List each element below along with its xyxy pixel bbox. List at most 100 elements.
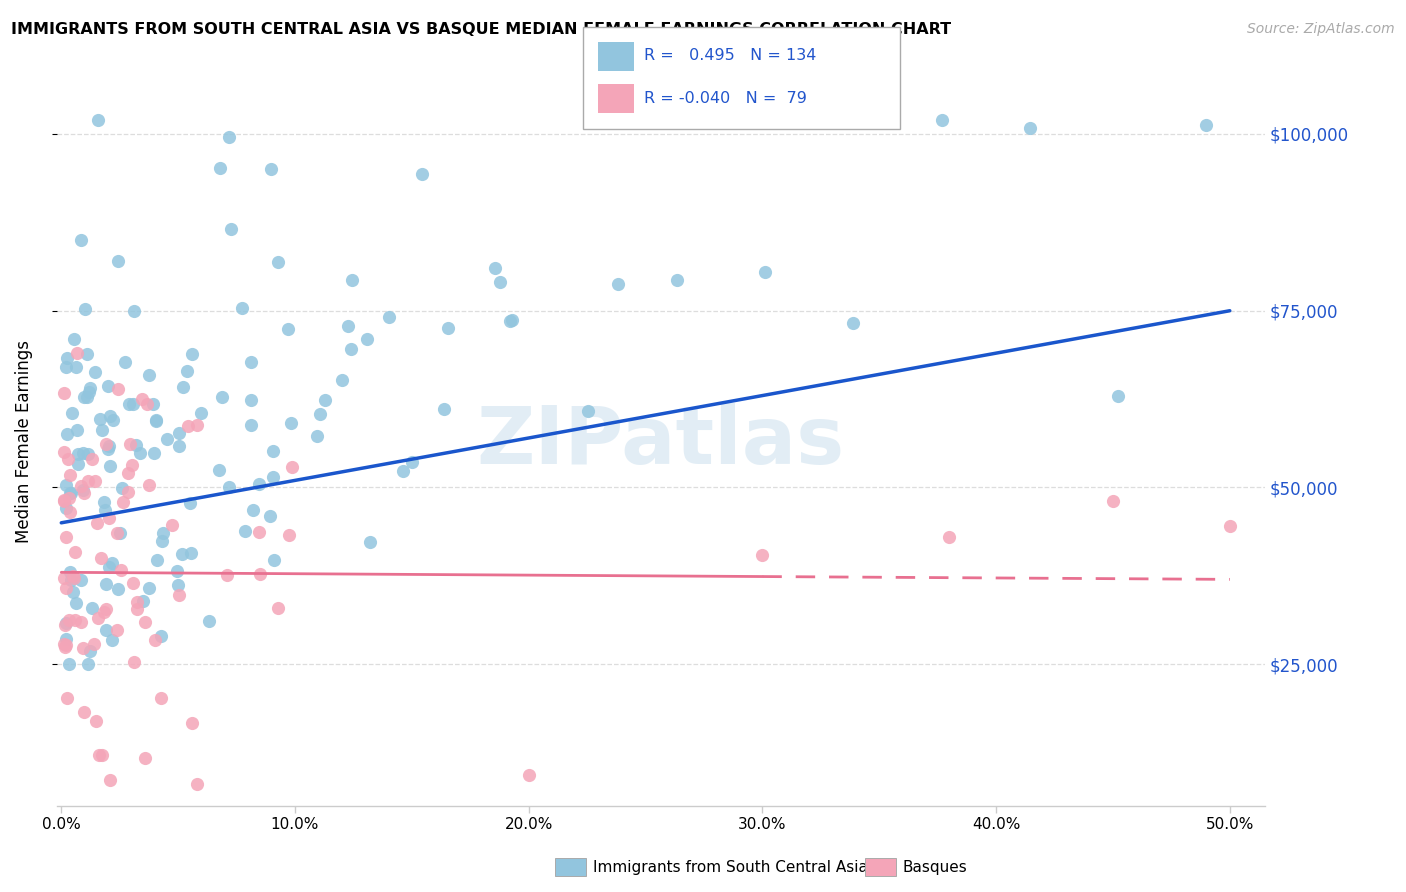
Point [65,359,87,374]
Point [58,451,80,466]
Point [239,417,262,432]
Point [142,397,165,411]
Point [93,605,115,619]
Point [281,459,304,474]
Point [180,546,202,560]
Point [97,379,120,393]
Point [186,777,208,791]
Point [145,414,167,428]
Point [52,444,75,458]
Point [1102,494,1125,508]
Point [231,301,253,315]
Point [240,393,263,408]
Point [65,345,87,359]
Point [105,526,128,541]
Point [181,716,204,731]
Point [125,595,148,609]
Point [55,500,77,515]
Point [278,528,301,542]
Point [190,406,212,420]
Point [97,442,120,456]
Point [89,748,111,763]
Point [55,638,77,652]
Point [72,483,94,497]
Point [156,432,179,446]
Point [76,390,98,404]
Point [134,751,156,765]
Point [1018,121,1040,136]
Point [60,486,83,500]
Point [56,426,79,441]
Point [52,386,75,401]
Point [86,516,108,530]
Point [79,385,101,400]
Point [401,455,423,469]
Point [75,302,97,317]
Point [267,601,290,615]
Point [63,332,86,346]
Point [517,768,540,782]
Point [73,705,96,719]
Point [53,640,76,654]
Point [186,417,208,432]
Point [76,447,98,461]
Point [101,633,124,648]
Point [62,571,84,585]
Point [146,553,169,567]
Point [607,277,630,291]
Point [211,390,233,404]
Point [342,273,364,287]
Point [432,402,454,417]
Point [125,601,148,615]
Point [754,265,776,279]
Point [117,485,139,500]
Text: IMMIGRANTS FROM SOUTH CENTRAL ASIA VS BASQUE MEDIAN FEMALE EARNINGS CORRELATION : IMMIGRANTS FROM SOUTH CENTRAL ASIA VS BA… [11,22,952,37]
Point [66,457,89,471]
Point [842,316,865,330]
Point [128,446,150,460]
Text: R =   0.495   N = 134: R = 0.495 N = 134 [644,48,817,62]
Point [169,439,191,453]
Point [94,623,117,637]
Point [280,416,302,430]
Point [100,458,122,473]
Point [138,368,160,383]
Text: Source: ZipAtlas.com: Source: ZipAtlas.com [1247,22,1395,37]
Point [134,615,156,630]
Point [107,254,129,268]
Point [247,525,270,540]
Point [122,655,145,669]
Point [63,614,86,628]
Point [60,573,83,587]
Point [501,313,523,327]
Point [391,464,413,478]
Point [58,491,80,505]
Point [70,615,93,629]
Point [114,355,136,369]
Point [356,333,378,347]
Point [97,510,120,524]
Point [98,409,121,424]
Point [150,534,173,549]
Point [122,397,145,411]
Point [55,632,77,646]
Point [93,495,115,509]
Point [82,451,104,466]
Point [105,623,128,637]
Point [125,438,148,452]
Point [176,364,198,378]
Point [52,492,75,507]
Point [87,611,110,625]
Point [198,615,221,629]
Point [79,381,101,395]
Point [107,582,129,597]
Point [170,547,193,561]
Point [305,429,328,443]
Point [112,495,135,509]
Point [138,478,160,492]
Point [110,563,132,577]
Point [66,423,89,437]
Point [70,478,93,492]
Point [411,167,433,181]
Point [98,772,121,787]
